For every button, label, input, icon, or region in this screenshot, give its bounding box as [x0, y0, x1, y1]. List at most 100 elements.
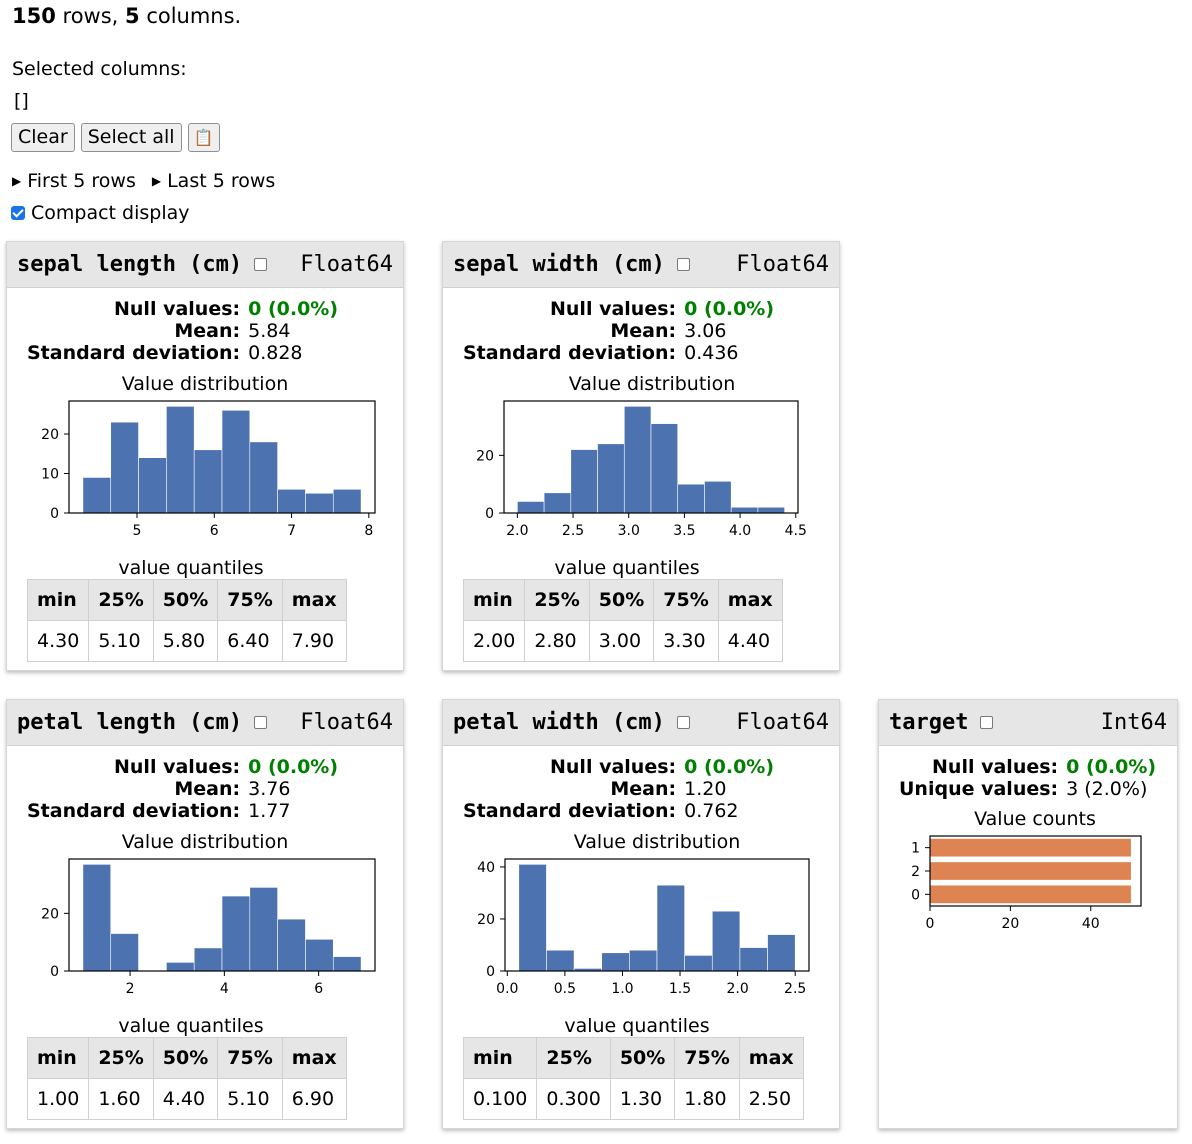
value-count-bar [930, 862, 1131, 880]
last-rows-toggle[interactable]: ▶ Last 5 rows [152, 170, 275, 192]
quantile-header-max: max [738, 1037, 804, 1079]
y-tick-label: 10 [41, 466, 59, 482]
x-tick-label: 5 [133, 523, 142, 539]
histogram-bar [305, 938, 334, 972]
first-rows-label: First 5 rows [27, 170, 136, 192]
x-tick-label: 40 [1082, 916, 1100, 932]
compact-display-toggle[interactable]: Compact display [11, 202, 190, 224]
quantiles-value-row: 4.30 5.10 5.80 6.40 7.90 [26, 620, 347, 662]
column-name: petal length (cm) [17, 710, 243, 735]
quantiles-value-row: 0.100 0.300 1.30 1.80 2.50 [462, 1078, 804, 1120]
mean-label: Mean: [174, 778, 241, 800]
null-values-label: Null values: [550, 756, 677, 778]
plot-frame [68, 400, 376, 514]
quantile-min: 0.100 [462, 1078, 538, 1120]
column-header: sepal width (cm) Float64 [443, 242, 839, 288]
column-dtype: Int64 [1100, 710, 1167, 735]
x-tick-label: 2 [126, 981, 135, 997]
quantile-max: 6.90 [281, 1078, 347, 1120]
histogram-bar [82, 477, 112, 514]
histogram-bar [601, 952, 630, 972]
compact-display-checkbox[interactable] [11, 206, 25, 220]
clear-button[interactable]: Clear [11, 123, 75, 152]
copy-button[interactable]: 📋 [187, 123, 220, 152]
x-tick-label: 7 [287, 523, 296, 539]
category-label: 1 [911, 841, 920, 857]
histogram-bar [656, 884, 685, 972]
column-dtype: Float64 [736, 252, 829, 277]
histogram-bar [110, 933, 139, 972]
quantile-header-min: min [26, 1037, 90, 1079]
histogram-bar [138, 457, 167, 514]
y-tick-label: 20 [476, 448, 494, 464]
quantile-header-50: 50% [609, 1037, 676, 1079]
column-count: 5 [125, 4, 140, 28]
std-value: 0.436 [684, 342, 739, 364]
column-name: sepal length (cm) [17, 252, 243, 277]
quantile-min: 4.30 [26, 620, 90, 662]
x-tick-label: 4.0 [729, 523, 751, 539]
column-select-checkbox[interactable] [676, 258, 690, 271]
compact-display-label: Compact display [31, 202, 190, 224]
quantile-25: 0.300 [536, 1078, 611, 1120]
quantile-25: 2.80 [524, 620, 590, 662]
column-select-checkbox[interactable] [676, 716, 690, 729]
histogram-bar [166, 962, 195, 972]
quantile-50: 3.00 [588, 620, 655, 662]
quantile-header-min: min [462, 579, 526, 621]
std-label: Standard deviation: [463, 342, 677, 364]
x-tick-label: 4 [220, 981, 229, 997]
histogram-bar [332, 488, 362, 514]
histogram-bar [166, 406, 195, 514]
mean-label: Mean: [174, 320, 241, 342]
quantile-header-75: 75% [653, 579, 719, 621]
quantile-25: 1.60 [88, 1078, 154, 1120]
disclosure-triangle-icon: ▶ [12, 174, 22, 188]
null-values-value: 0 (0.0%) [248, 756, 339, 778]
mean-label: Mean: [610, 320, 677, 342]
select-all-button[interactable]: Select all [80, 123, 182, 152]
x-tick-label: 0.5 [554, 981, 576, 997]
y-tick-label: 0 [486, 964, 495, 980]
last-rows-label: Last 5 rows [167, 170, 276, 192]
column-select-checkbox[interactable] [980, 716, 994, 729]
column-name: petal width (cm) [453, 710, 665, 735]
histogram-bar [684, 955, 713, 972]
histogram-bar [193, 449, 223, 514]
quantiles-table: min 25% 50% 75% max 1.00 1.60 4.40 5.10 … [26, 1037, 347, 1120]
distribution-title: Value distribution [121, 373, 289, 395]
x-tick-label: 8 [364, 523, 373, 539]
x-tick-label: 6 [314, 981, 323, 997]
value-distribution-histogram: 2.0 2.5 3.0 3.5 4.0 4.5 0 20 [476, 400, 807, 539]
x-tick-label: 2.0 [506, 523, 528, 539]
quantiles-header-row: min 25% 50% 75% max [462, 1037, 804, 1079]
quantiles-title: value quantiles [564, 1015, 710, 1037]
unique-values-label: Unique values: [899, 778, 1059, 800]
histogram-bar [249, 441, 278, 514]
quantile-75: 5.10 [217, 1078, 283, 1120]
column-stats: Null values: 0 (0.0%) Mean: 1.20 Standard … [443, 756, 839, 822]
histogram-bar [767, 934, 796, 972]
null-values-value: 0 (0.0%) [248, 298, 339, 320]
null-values-label: Null values: [550, 298, 677, 320]
column-select-checkbox[interactable] [254, 716, 268, 729]
mean-value: 3.76 [248, 778, 291, 800]
x-tick-label: 6 [210, 523, 219, 539]
first-rows-toggle[interactable]: ▶ First 5 rows [12, 170, 136, 192]
selection-buttons: Clear Select all 📋 [11, 123, 220, 152]
quantile-header-50: 50% [152, 1037, 219, 1079]
x-tick-label: 2.0 [726, 981, 748, 997]
histogram-bar [730, 506, 759, 514]
quantile-header-75: 75% [217, 1037, 283, 1079]
quantiles-table: min 25% 50% 75% max 4.30 5.10 5.80 6.40 … [26, 579, 347, 662]
null-values-label: Null values: [114, 756, 241, 778]
x-tick-label: 1.0 [611, 981, 633, 997]
column-select-checkbox[interactable] [254, 258, 268, 271]
histogram-bar [570, 449, 598, 514]
column-header: sepal length (cm) Float64 [7, 242, 403, 288]
quantile-max: 7.90 [281, 620, 347, 662]
histogram-bar [249, 887, 278, 972]
column-header: petal length (cm) Float64 [7, 700, 403, 746]
null-values-value: 0 (0.0%) [1066, 756, 1157, 778]
quantiles-value-row: 1.00 1.60 4.40 5.10 6.90 [26, 1078, 347, 1120]
